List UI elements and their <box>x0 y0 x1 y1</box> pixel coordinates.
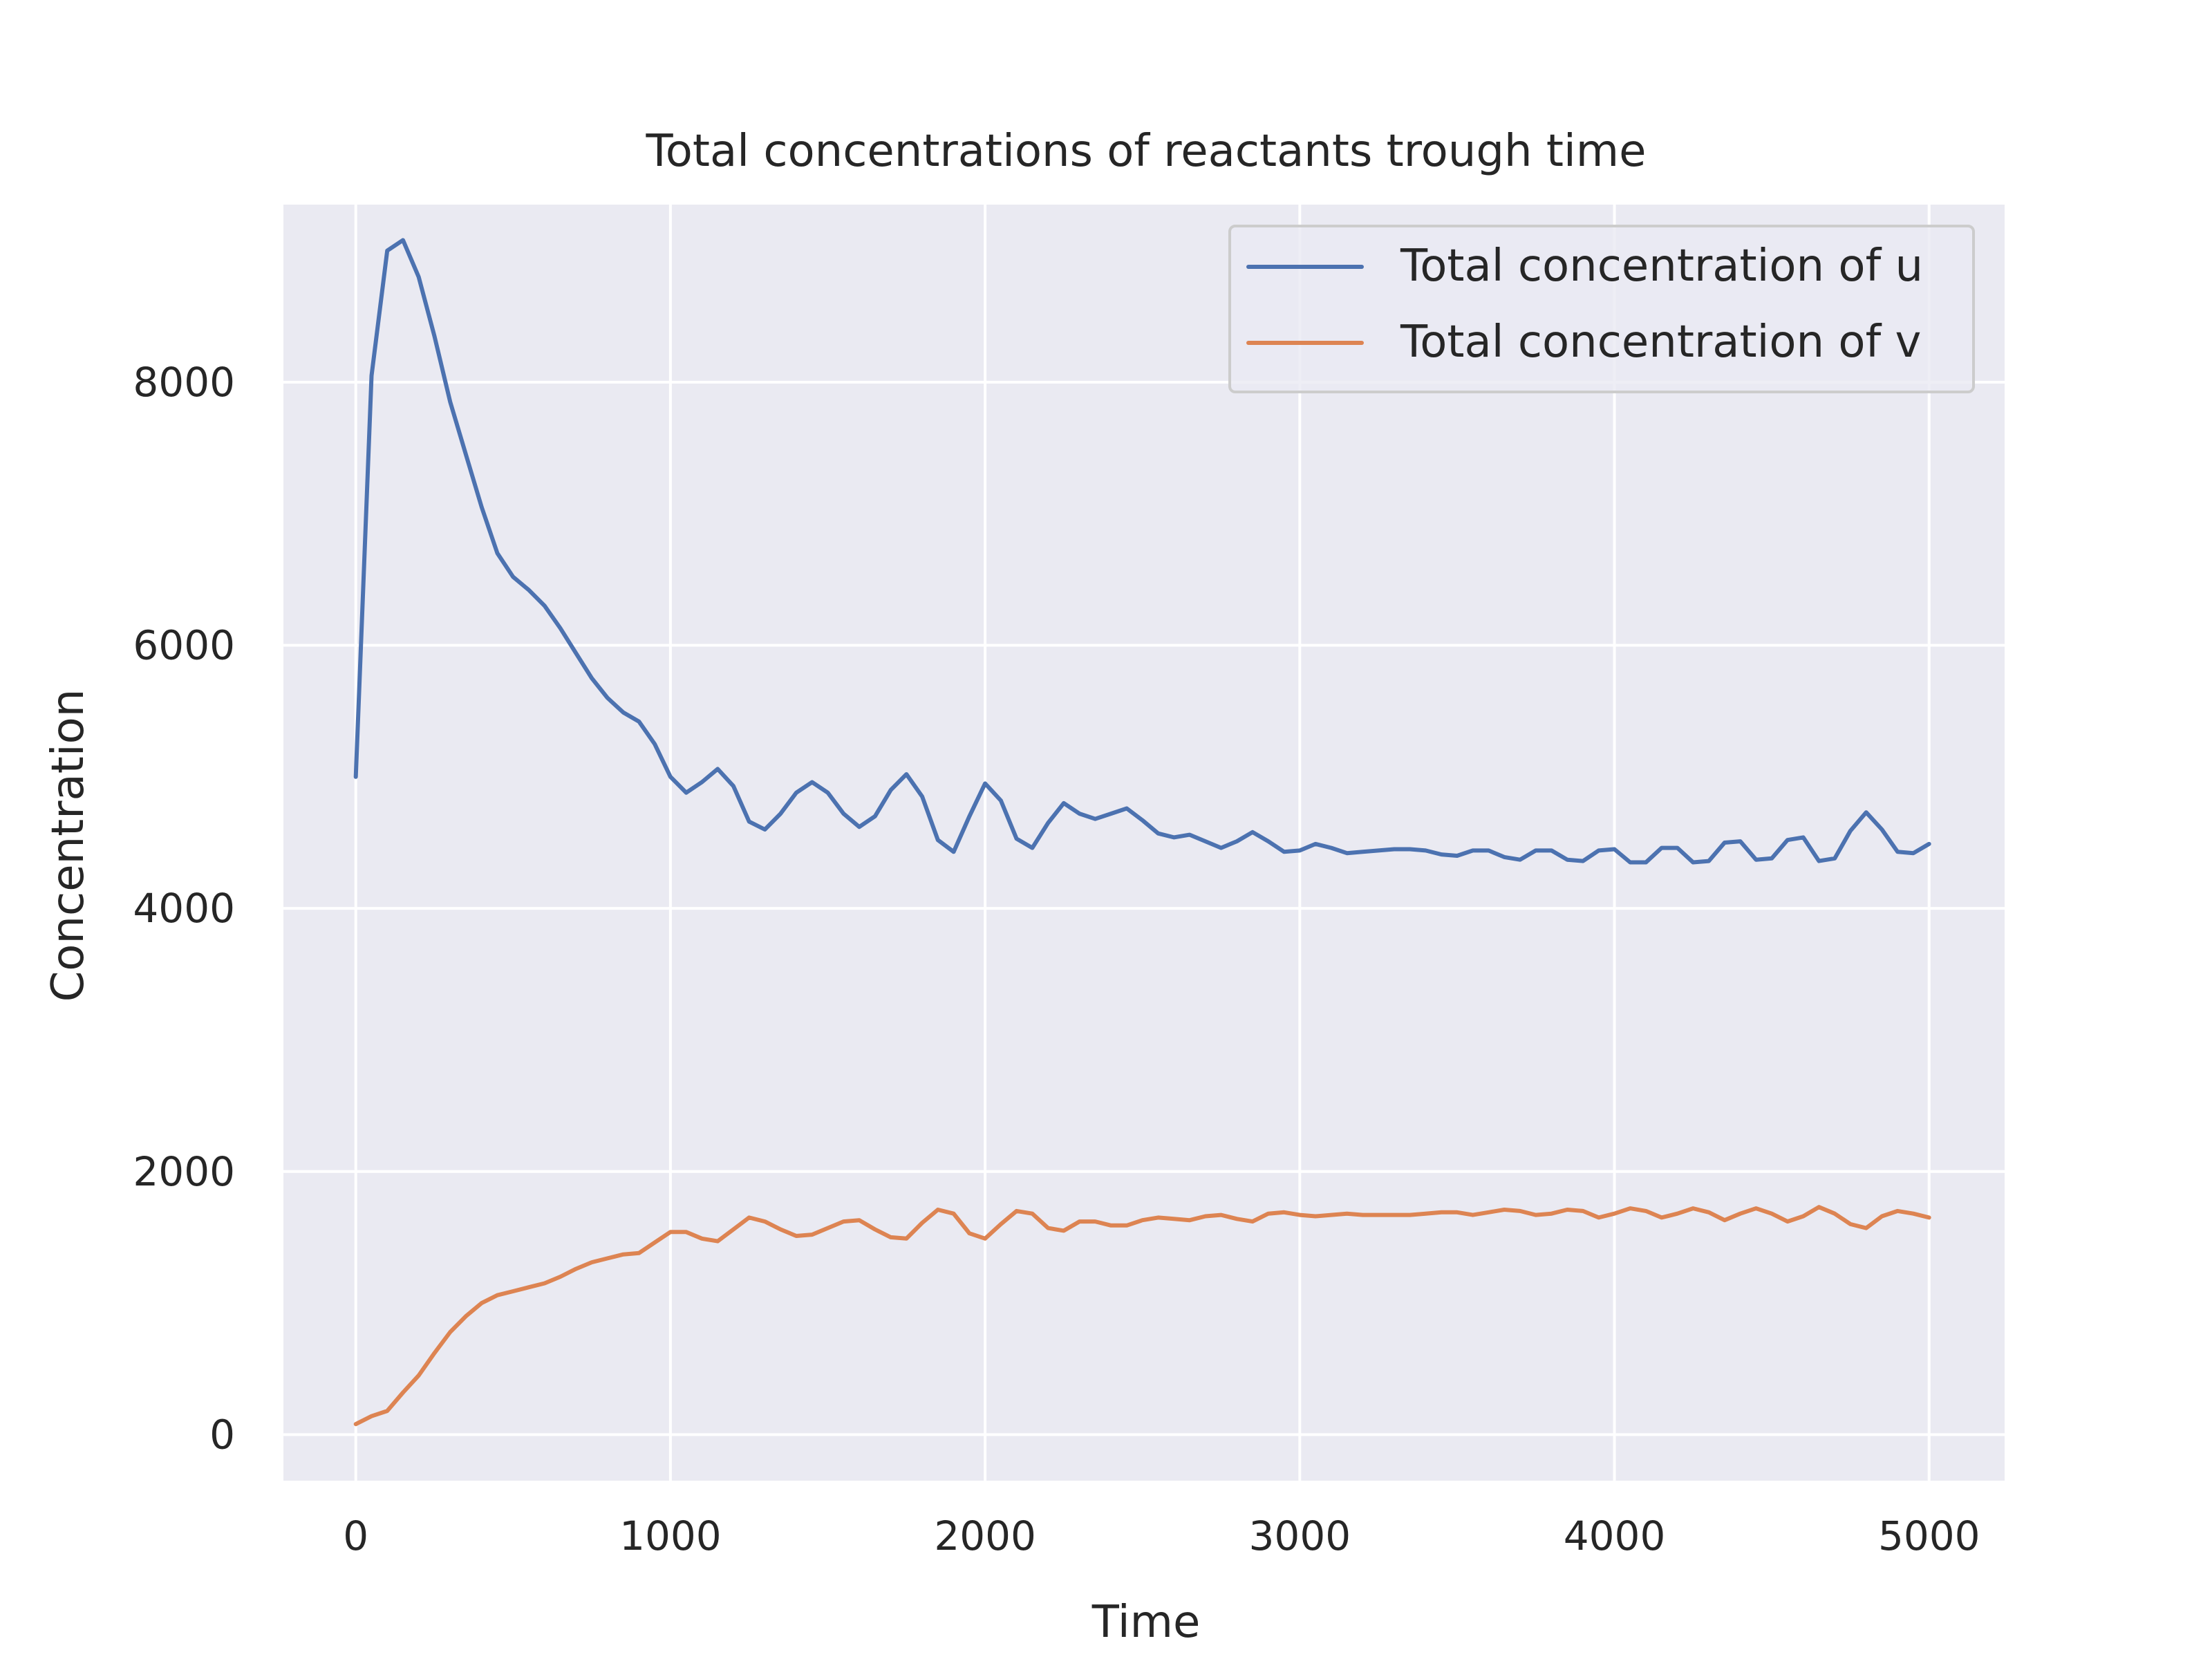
x-tick-label: 3000 <box>1249 1512 1351 1559</box>
legend-label-u: Total concentration of u <box>1400 241 1923 292</box>
y-tick-label: 0 <box>209 1411 235 1458</box>
x-axis-label: Time <box>1091 1597 1201 1648</box>
series-lines <box>353 238 1931 1427</box>
series-line-u <box>353 238 1931 865</box>
plot-area <box>283 205 2005 1481</box>
x-tick-label: 2000 <box>934 1512 1036 1559</box>
series-line-v <box>353 1205 1931 1427</box>
y-tick-label: 6000 <box>133 622 235 669</box>
legend-box <box>1228 225 1975 393</box>
x-tick-label: 4000 <box>1564 1512 1666 1559</box>
x-tick-label: 0 <box>343 1512 368 1559</box>
y-tick-label: 4000 <box>133 885 235 932</box>
chart-title: Total concentrations of reactants trough… <box>646 126 1647 177</box>
x-tick-label: 5000 <box>1878 1512 1980 1559</box>
y-axis-label: Concentration <box>43 689 94 1002</box>
legend-label-v: Total concentration of v <box>1400 317 1921 368</box>
y-tick-labels: 0 2000 4000 6000 8000 <box>133 359 235 1458</box>
y-tick-label: 2000 <box>133 1148 235 1195</box>
legend: Total concentration of u Total concentra… <box>1228 225 1975 393</box>
x-tick-label: 1000 <box>619 1512 722 1559</box>
x-tick-labels: 0 1000 2000 3000 4000 5000 <box>343 1512 1980 1559</box>
y-tick-label: 8000 <box>133 359 235 406</box>
